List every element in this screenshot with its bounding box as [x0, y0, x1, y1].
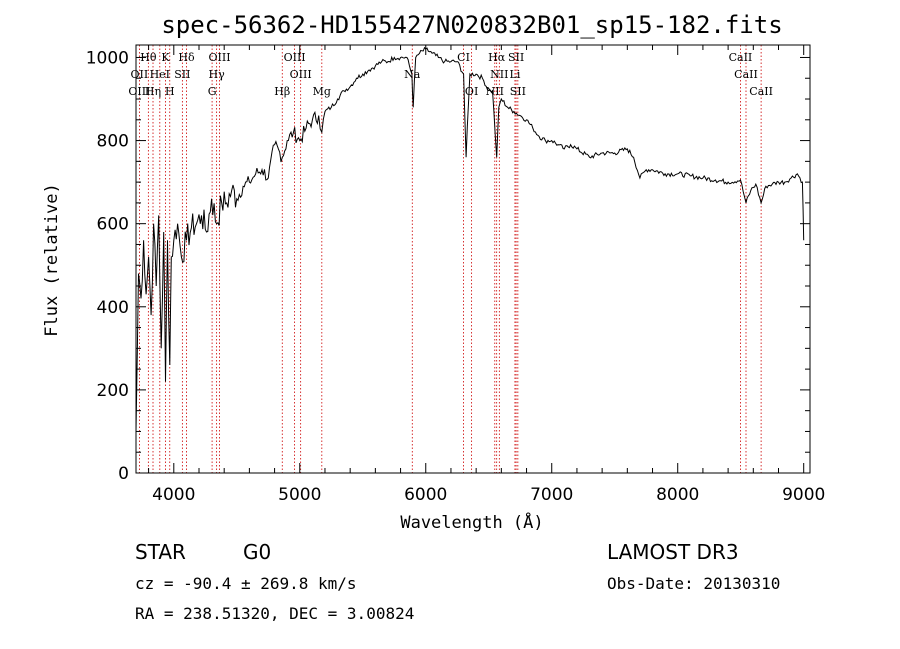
sky-coordinates: RA = 238.51320, DEC = 3.00824: [135, 604, 415, 623]
line-label: OIII: [290, 68, 312, 81]
x-tick-label: 4000: [152, 485, 195, 505]
line-label: SII: [510, 85, 526, 98]
line-label: G: [208, 85, 217, 98]
x-tick-label: 6000: [404, 485, 447, 505]
y-axis-ticks: 0 200 400 600 800 1000: [86, 48, 810, 484]
x-tick-label: 9000: [782, 485, 825, 505]
emission-line-markers: [139, 45, 762, 473]
line-label: Hα: [488, 51, 506, 64]
line-label: HeI: [150, 68, 170, 81]
line-label: CaII: [734, 68, 758, 81]
y-tick-label: 0: [118, 464, 129, 484]
line-label: NII: [490, 68, 508, 81]
spectrum-line: [135, 46, 805, 432]
y-tick-label: 1000: [86, 48, 129, 68]
line-label: Mg: [313, 85, 331, 98]
line-label: CI: [457, 51, 470, 64]
line-label: NII: [486, 85, 504, 98]
y-tick-label: 200: [97, 381, 129, 401]
x-tick-label: 8000: [656, 485, 699, 505]
line-label: H: [165, 85, 175, 98]
x-tick-label: 5000: [278, 485, 321, 505]
plot-frame: [135, 44, 811, 474]
line-label: SII: [508, 51, 524, 64]
x-axis-ticks: 4000 5000 6000 7000 8000 9000: [148, 45, 825, 505]
line-label: K: [161, 51, 170, 64]
object-class: STAR: [135, 540, 186, 564]
line-label: OII: [131, 68, 149, 81]
chart-title: spec-56362-HD155427N020832B01_sp15-182.f…: [161, 11, 782, 39]
line-label: Li: [510, 68, 521, 81]
line-label: SII: [174, 68, 190, 81]
line-label: OIII: [128, 85, 150, 98]
survey-name: LAMOST DR3: [607, 540, 739, 564]
line-label: OI: [465, 85, 478, 98]
observation-date: Obs-Date: 20130310: [607, 574, 781, 593]
x-axis-label: Wavelength (Å): [400, 511, 543, 533]
line-label: Hδ: [178, 51, 195, 64]
line-label: OIII: [284, 51, 306, 64]
y-axis-label: Flux (relative): [42, 183, 62, 337]
redshift-velocity: cz = -90.4 ± 269.8 km/s: [135, 574, 357, 593]
y-tick-label: 400: [97, 298, 129, 318]
x-tick-label: 7000: [530, 485, 573, 505]
line-label: CaII: [749, 85, 773, 98]
line-label: OIII: [208, 51, 230, 64]
object-subclass: G0: [243, 540, 272, 564]
line-label: Hβ: [274, 85, 290, 98]
y-tick-label: 800: [97, 132, 129, 152]
line-label: Hθ: [140, 51, 157, 64]
line-label: CaII: [729, 51, 753, 64]
line-label: Hη: [145, 85, 161, 98]
line-label: Hγ: [209, 68, 226, 81]
y-tick-label: 600: [97, 215, 129, 235]
line-label: Na: [404, 68, 421, 81]
